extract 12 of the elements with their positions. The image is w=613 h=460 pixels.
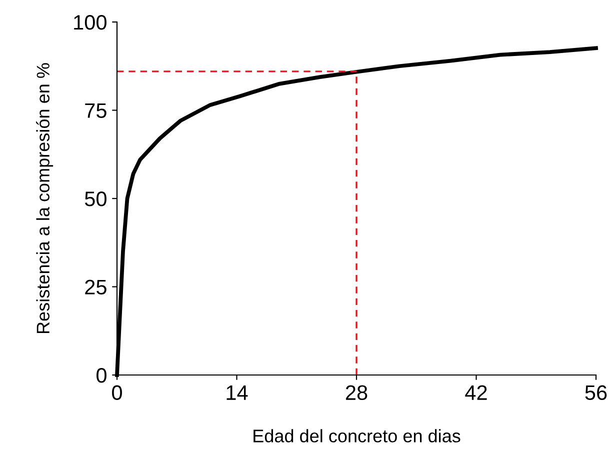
y-tick-label: 100 xyxy=(74,15,106,30)
y-tick-label: 25 xyxy=(85,280,106,295)
y-tick-label: 75 xyxy=(85,103,106,118)
y-tick-label: 0 xyxy=(96,368,106,383)
x-tick-label: 56 xyxy=(585,385,607,400)
x-tick-label: 42 xyxy=(465,385,487,400)
y-tick-label: 50 xyxy=(84,192,106,206)
x-tick-label: 14 xyxy=(226,385,248,400)
x-tick-label: 0 xyxy=(112,385,122,400)
x-tick-label: 28 xyxy=(346,385,368,400)
x-axis-title: Edad del concreto en dias xyxy=(254,429,460,442)
y-axis-title: Resistencia a la compresión en % xyxy=(36,63,54,333)
